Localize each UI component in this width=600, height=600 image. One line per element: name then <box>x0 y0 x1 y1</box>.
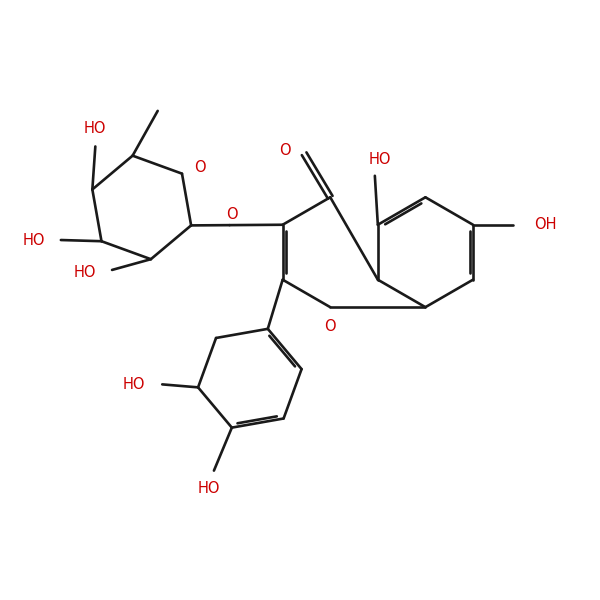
Text: HO: HO <box>368 152 391 167</box>
Text: OH: OH <box>535 217 557 232</box>
Text: HO: HO <box>73 265 96 280</box>
Text: HO: HO <box>198 481 220 496</box>
Text: HO: HO <box>123 377 146 392</box>
Text: O: O <box>325 319 336 334</box>
Text: O: O <box>279 143 291 158</box>
Text: O: O <box>226 207 238 222</box>
Text: HO: HO <box>22 233 45 248</box>
Text: O: O <box>194 160 206 175</box>
Text: HO: HO <box>84 121 107 136</box>
